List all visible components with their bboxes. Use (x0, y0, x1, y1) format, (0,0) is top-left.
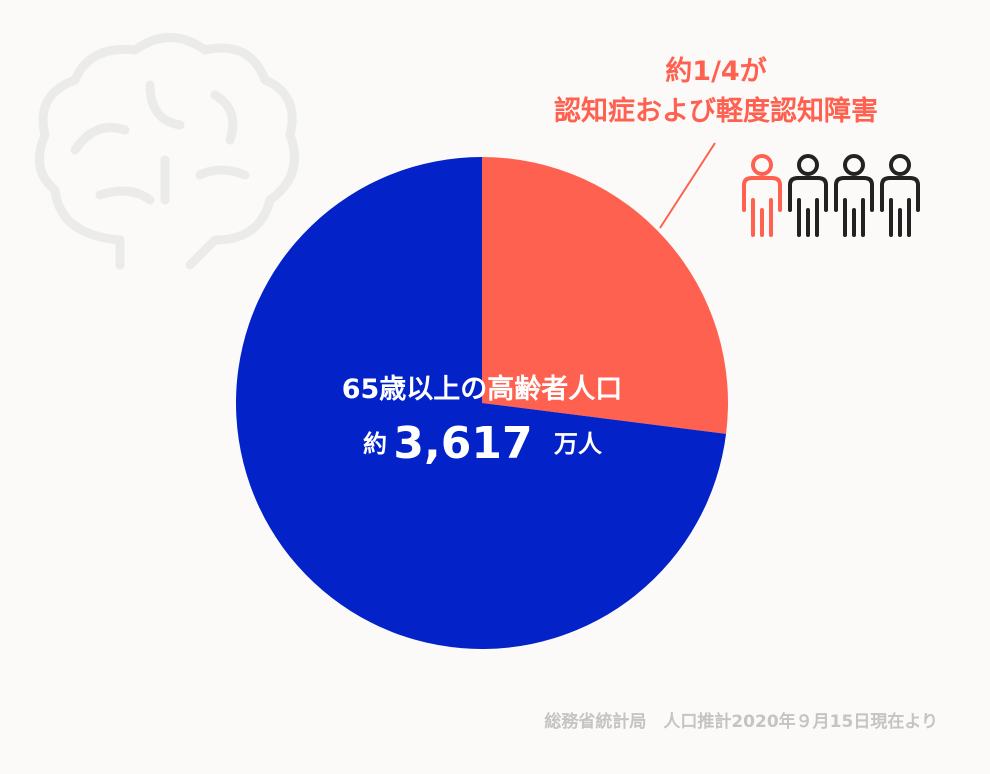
leader-line (659, 142, 716, 229)
center-prefix: 約 (363, 430, 387, 458)
brain-icon (34, 33, 299, 270)
pie-slice (235, 157, 727, 649)
people-icons (742, 154, 920, 237)
annotation: 認知症および軽度認知障害 (554, 95, 878, 127)
source: 総務省統計局 人口推計2020年９月15日現在より (544, 711, 938, 732)
center-amount: 3,617 (393, 418, 532, 469)
center-unit: 万人 (554, 430, 602, 458)
center-title: 65歳以上の高齢者人口 (342, 373, 623, 405)
pie (235, 157, 729, 649)
pie-slice (482, 157, 729, 434)
annotation: 約1/4が (665, 55, 766, 87)
